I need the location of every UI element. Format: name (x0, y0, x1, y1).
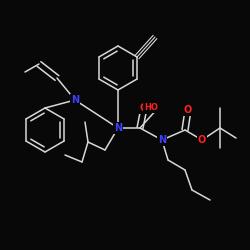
Text: N: N (158, 135, 166, 145)
Text: O: O (184, 105, 192, 115)
Text: O: O (198, 135, 206, 145)
Text: HO: HO (144, 104, 158, 112)
Text: O: O (140, 103, 148, 113)
Text: N: N (114, 123, 122, 133)
Text: N: N (71, 95, 79, 105)
